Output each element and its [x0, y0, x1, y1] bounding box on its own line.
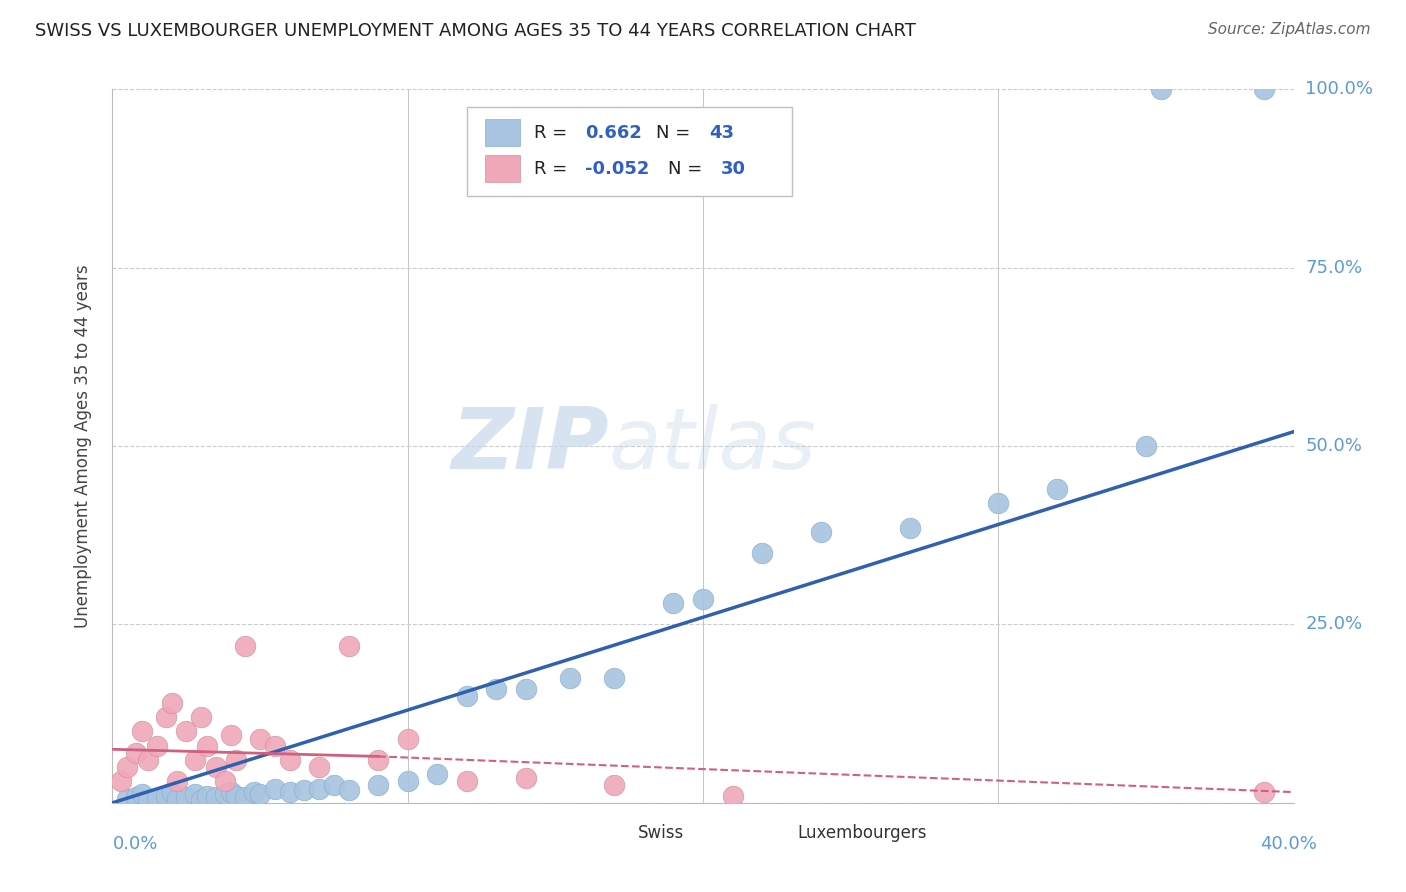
Point — [190, 710, 212, 724]
Point — [396, 731, 419, 746]
Point — [174, 724, 197, 739]
Point — [1253, 82, 1275, 96]
Point — [205, 760, 228, 774]
FancyBboxPatch shape — [596, 821, 630, 846]
FancyBboxPatch shape — [756, 821, 789, 846]
Point — [117, 760, 138, 774]
Point — [278, 753, 301, 767]
Point — [136, 794, 159, 808]
Point — [603, 778, 626, 792]
Point — [146, 739, 169, 753]
Point — [125, 790, 148, 805]
Point — [662, 596, 685, 610]
Point — [225, 753, 247, 767]
Text: SWISS VS LUXEMBOURGER UNEMPLOYMENT AMONG AGES 35 TO 44 YEARS CORRELATION CHART: SWISS VS LUXEMBOURGER UNEMPLOYMENT AMONG… — [35, 22, 917, 40]
Y-axis label: Unemployment Among Ages 35 to 44 years: Unemployment Among Ages 35 to 44 years — [73, 264, 91, 628]
Point — [184, 787, 207, 801]
Point — [367, 778, 389, 792]
Point — [1135, 439, 1157, 453]
Point — [190, 793, 212, 807]
Point — [249, 731, 271, 746]
Point — [205, 790, 228, 805]
Point — [308, 781, 330, 796]
FancyBboxPatch shape — [485, 155, 520, 182]
Text: 30: 30 — [721, 161, 745, 178]
Text: 0.0%: 0.0% — [112, 835, 157, 853]
Point — [160, 785, 183, 799]
Point — [174, 790, 197, 805]
Text: N =: N = — [655, 125, 690, 143]
Text: Luxembourgers: Luxembourgers — [797, 824, 927, 842]
Point — [195, 739, 218, 753]
FancyBboxPatch shape — [467, 107, 792, 196]
Point — [233, 790, 256, 805]
Point — [136, 753, 159, 767]
Point — [292, 783, 315, 797]
Text: Swiss: Swiss — [638, 824, 685, 842]
Point — [278, 785, 301, 799]
Text: -0.052: -0.052 — [585, 161, 650, 178]
Point — [456, 774, 478, 789]
Point — [243, 785, 266, 799]
Point — [155, 710, 177, 724]
Point — [558, 671, 582, 685]
Point — [131, 787, 153, 801]
Point — [337, 783, 360, 797]
Text: 100.0%: 100.0% — [1305, 80, 1374, 98]
Point — [308, 760, 330, 774]
Text: atlas: atlas — [609, 404, 817, 488]
Point — [117, 792, 138, 806]
Point — [110, 774, 132, 789]
Point — [1150, 82, 1173, 96]
Point — [166, 774, 188, 789]
Point — [515, 681, 537, 696]
Point — [721, 789, 744, 803]
Point — [337, 639, 360, 653]
Point — [219, 785, 242, 799]
Point — [426, 767, 449, 781]
Text: R =: R = — [534, 125, 568, 143]
Text: ZIP: ZIP — [451, 404, 609, 488]
Point — [125, 746, 148, 760]
Text: 40.0%: 40.0% — [1260, 835, 1317, 853]
Point — [249, 787, 271, 801]
Point — [898, 521, 921, 535]
Text: R =: R = — [534, 161, 568, 178]
Point — [515, 771, 537, 785]
Point — [1046, 482, 1069, 496]
Point — [264, 781, 287, 796]
Point — [456, 689, 478, 703]
Text: Source: ZipAtlas.com: Source: ZipAtlas.com — [1208, 22, 1371, 37]
Point — [367, 753, 389, 767]
Text: 75.0%: 75.0% — [1305, 259, 1362, 277]
Point — [485, 681, 508, 696]
Point — [131, 724, 153, 739]
Point — [219, 728, 242, 742]
Point — [195, 789, 218, 803]
Point — [233, 639, 256, 653]
Point — [166, 792, 188, 806]
Point — [396, 774, 419, 789]
Point — [264, 739, 287, 753]
Point — [810, 524, 832, 539]
Text: 50.0%: 50.0% — [1305, 437, 1362, 455]
Text: 25.0%: 25.0% — [1305, 615, 1362, 633]
Point — [214, 787, 236, 801]
Text: N =: N = — [668, 161, 702, 178]
Point — [214, 774, 236, 789]
Point — [146, 790, 169, 805]
FancyBboxPatch shape — [485, 120, 520, 146]
Point — [323, 778, 346, 792]
Point — [184, 753, 207, 767]
Point — [987, 496, 1010, 510]
Text: 0.662: 0.662 — [585, 125, 641, 143]
Text: 43: 43 — [709, 125, 734, 143]
Point — [603, 671, 626, 685]
Point — [1253, 785, 1275, 799]
Point — [751, 546, 773, 560]
Point — [160, 696, 183, 710]
Point — [155, 789, 177, 803]
Point — [692, 592, 714, 607]
Point — [225, 789, 247, 803]
